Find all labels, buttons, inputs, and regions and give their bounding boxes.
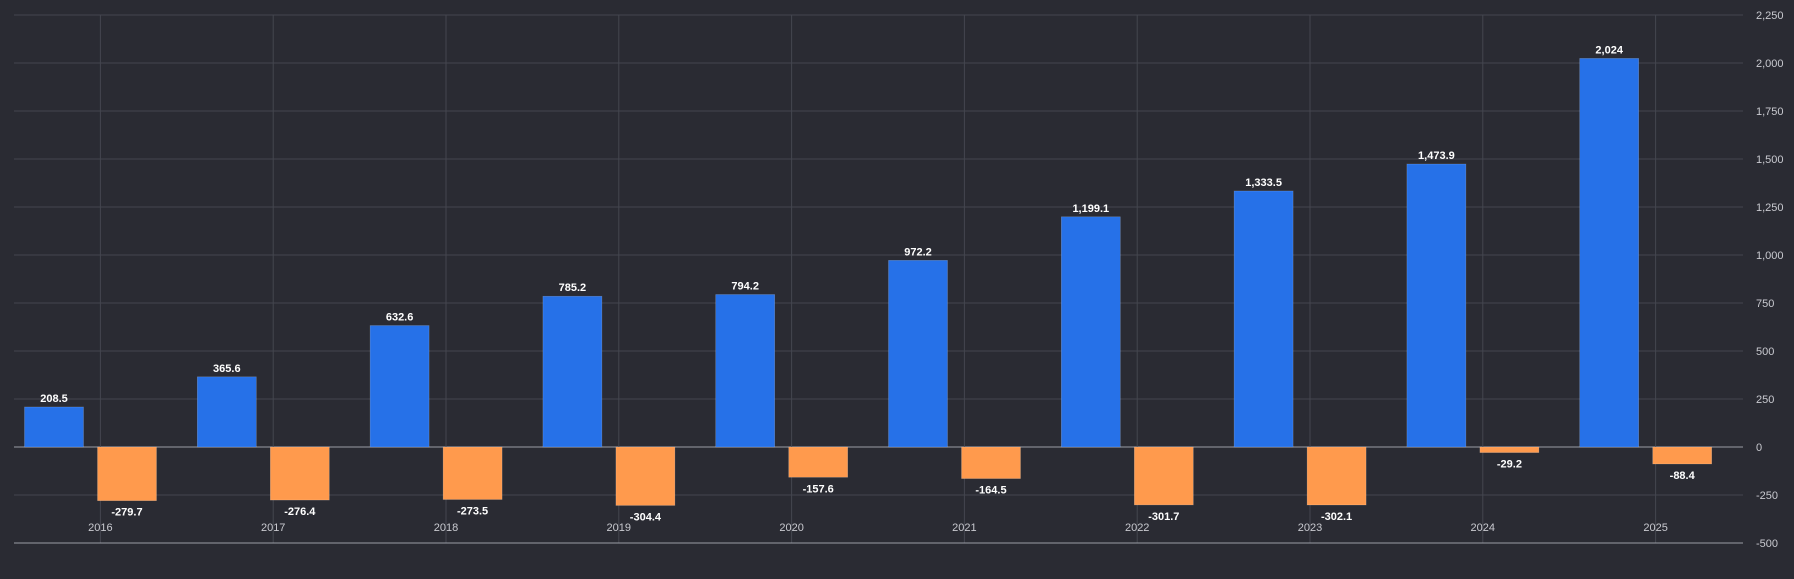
x-tick-label: 2021 (952, 522, 976, 534)
bar-positive (888, 260, 948, 448)
y-tick-label: 2,000 (1756, 58, 1784, 70)
data-label: 972.2 (904, 246, 932, 258)
data-label: 794.2 (731, 281, 759, 293)
data-label: 2,024 (1595, 44, 1623, 56)
bar-negative (269, 446, 330, 501)
y-tick-label: -250 (1756, 490, 1778, 502)
data-label: 208.5 (40, 393, 68, 405)
bar-positive (1579, 58, 1639, 448)
y-tick-label: 2,250 (1756, 10, 1784, 22)
x-tick-label: 2023 (1298, 522, 1322, 534)
x-tick-label: 2022 (1125, 522, 1149, 534)
x-tick-label: 2024 (1471, 522, 1495, 534)
y-tick-label: 1,750 (1756, 106, 1784, 118)
bar-negative (97, 446, 157, 502)
data-label: -302.1 (1321, 511, 1352, 523)
y-tick-label: 1,000 (1756, 250, 1784, 262)
bar-negative (788, 446, 849, 478)
x-tick-label: 2017 (261, 522, 285, 534)
bar-negative (1306, 446, 1367, 506)
data-label: 785.2 (559, 282, 587, 294)
bar-positive (24, 406, 84, 448)
bar-positive (1061, 216, 1121, 448)
bar-positive (542, 295, 603, 448)
data-label: -276.4 (284, 506, 316, 518)
y-tick-label: 1,500 (1756, 154, 1784, 166)
data-label: 1,199.1 (1072, 203, 1109, 215)
data-label: -273.5 (457, 506, 488, 518)
y-tick-label: 0 (1756, 442, 1762, 454)
data-label: 1,473.9 (1418, 150, 1455, 162)
data-label: -88.4 (1670, 470, 1696, 482)
y-tick-label: -500 (1756, 538, 1778, 550)
data-label: -301.7 (1148, 511, 1179, 523)
bar-negative (1652, 446, 1712, 465)
data-label: 365.6 (213, 363, 241, 375)
data-labels: 208.5 365.6 632.6 785.2 794.2 972.2 1,199.1 1,3… (40, 44, 1695, 523)
bar-negative (442, 446, 503, 500)
data-label: -29.2 (1497, 459, 1522, 471)
bar-positive (1406, 163, 1467, 448)
x-tick-label: 2020 (779, 522, 803, 534)
bars (24, 58, 1712, 506)
axes: 2,250 2,000 1,750 1,500 1,250 1,000 750 500 250 0… (14, 10, 1784, 550)
y-tick-label: 750 (1756, 298, 1774, 310)
data-label: -279.7 (111, 507, 142, 519)
x-tick-label: 2018 (434, 522, 458, 534)
x-tick-label: 2016 (88, 522, 112, 534)
bar-positive (369, 325, 430, 448)
x-tick-label: 2025 (1643, 522, 1667, 534)
bar-negative (615, 446, 676, 506)
data-label: -157.6 (803, 483, 834, 495)
data-label: -164.5 (975, 485, 1006, 497)
bar-negative (961, 446, 1021, 479)
data-label: 632.6 (386, 312, 414, 324)
data-label: -304.4 (630, 511, 662, 523)
y-tick-label: 250 (1756, 394, 1774, 406)
bar-negative (1134, 446, 1194, 506)
bar-positive (1233, 190, 1294, 448)
y-tick-label: 500 (1756, 346, 1774, 358)
bar-negative (1479, 446, 1540, 453)
bar-positive (715, 294, 776, 448)
y-tick-label: 1,250 (1756, 202, 1784, 214)
bar-positive (197, 376, 257, 448)
data-label: 1,333.5 (1245, 177, 1282, 189)
x-tick-label: 2019 (607, 522, 631, 534)
